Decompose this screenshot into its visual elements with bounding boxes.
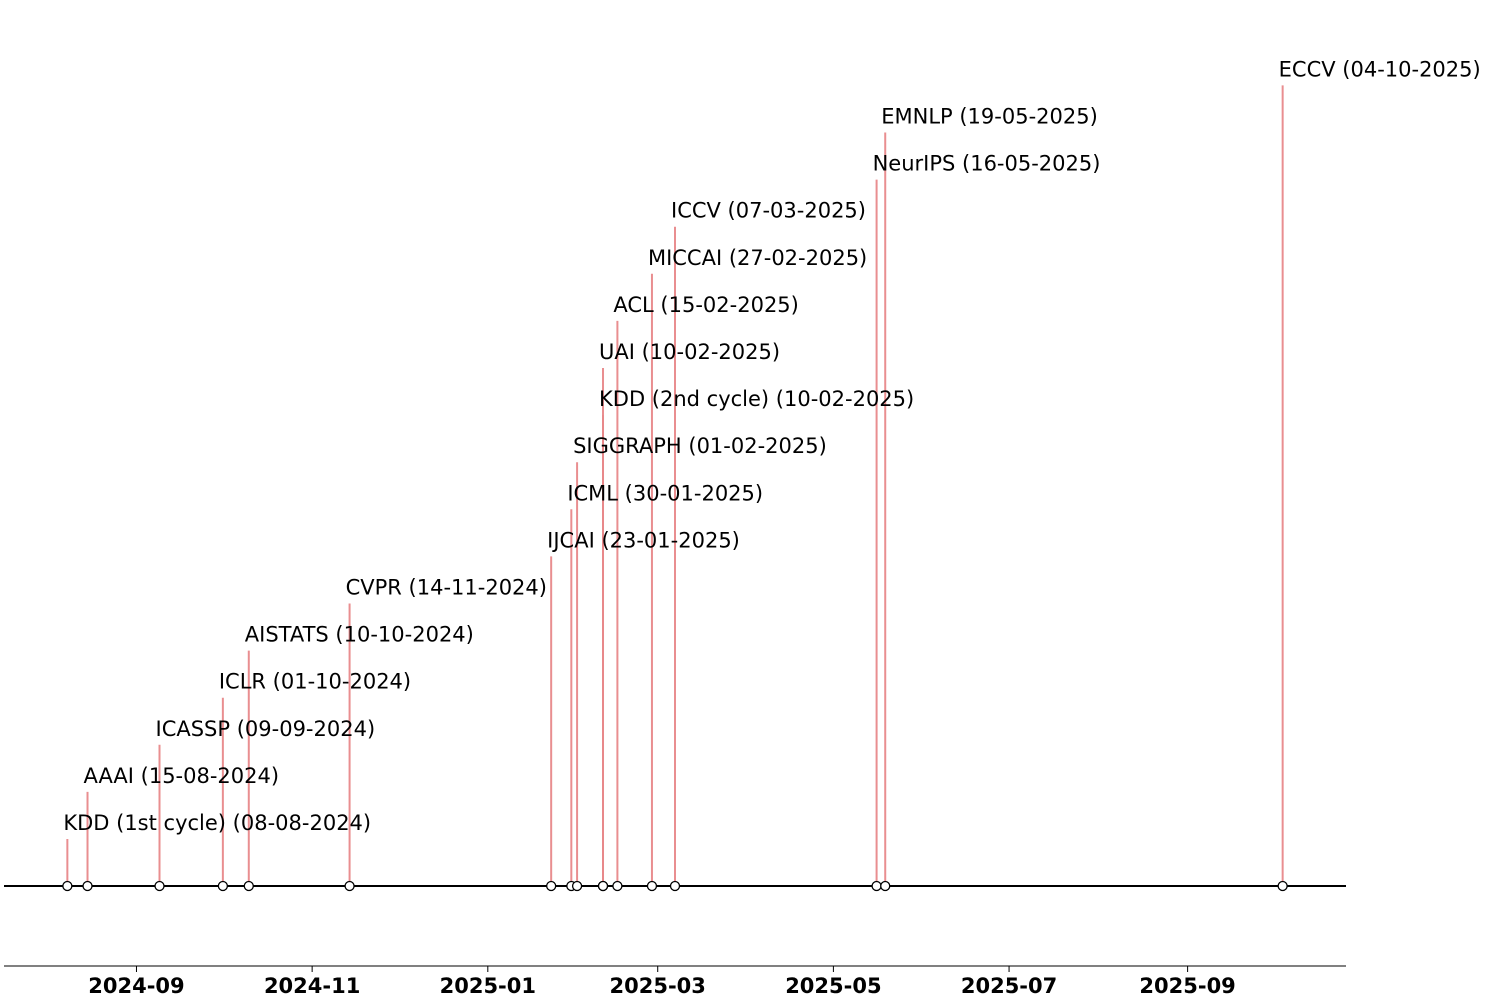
event-label: ACL (15-02-2025): [613, 293, 798, 317]
event-marker: [62, 880, 73, 892]
event-marker: [669, 880, 681, 892]
x-tick-label: 2025-01: [440, 974, 536, 998]
event-label: ICASSP (09-09-2024): [156, 717, 376, 741]
event-label: EMNLP (19-05-2025): [881, 105, 1098, 129]
x-tick-label: 2024-09: [88, 974, 184, 998]
event-label: KDD (2nd cycle) (10-02-2025): [599, 387, 914, 411]
event-marker: [646, 880, 658, 892]
x-tick-label: 2025-03: [610, 974, 706, 998]
event-label: CVPR (14-11-2024): [346, 576, 547, 600]
event-label: ICCV (07-03-2025): [671, 199, 866, 223]
event-label: KDD (1st cycle) (08-08-2024): [63, 811, 371, 835]
event-label: UAI (10-02-2025): [599, 340, 780, 364]
event-marker: [571, 880, 583, 892]
event-label: MICCAI (27-02-2025): [648, 246, 867, 270]
event-marker: [344, 880, 355, 892]
event-marker: [871, 880, 882, 892]
event-marker: [546, 880, 557, 892]
event-labels: KDD (1st cycle) (08-08-2024) AAAI (15-08-…: [63, 57, 1480, 835]
x-axis-ticks: 2024-09 2024-11 2025-01 2025-03 2025-05 2025-…: [88, 966, 1236, 998]
event-label: SIGGRAPH (01-02-2025): [573, 434, 827, 458]
event-markers: [62, 880, 1288, 892]
event-marker: [154, 880, 165, 892]
event-label: ECCV (04-10-2025): [1279, 57, 1481, 81]
event-label: AISTATS (10-10-2024): [245, 623, 474, 647]
x-tick-label: 2025-05: [785, 974, 881, 998]
event-label: ICLR (01-10-2024): [219, 670, 411, 694]
x-tick-label: 2025-09: [1139, 974, 1235, 998]
event-marker: [217, 880, 229, 892]
event-label: NeurIPS (16-05-2025): [873, 152, 1101, 176]
x-tick-label: 2024-11: [264, 974, 360, 998]
event-label: ICML (30-01-2025): [567, 481, 763, 505]
event-stems: [66, 85, 1284, 886]
event-marker: [597, 880, 609, 892]
event-label: AAAI (15-08-2024): [84, 764, 280, 788]
event-marker: [1277, 880, 1288, 892]
event-label: IJCAI (23-01-2025): [547, 528, 740, 552]
event-marker: [880, 880, 891, 892]
x-tick-label: 2025-07: [961, 974, 1057, 998]
event-marker: [82, 880, 93, 892]
event-marker: [612, 880, 623, 892]
event-marker: [243, 880, 254, 892]
